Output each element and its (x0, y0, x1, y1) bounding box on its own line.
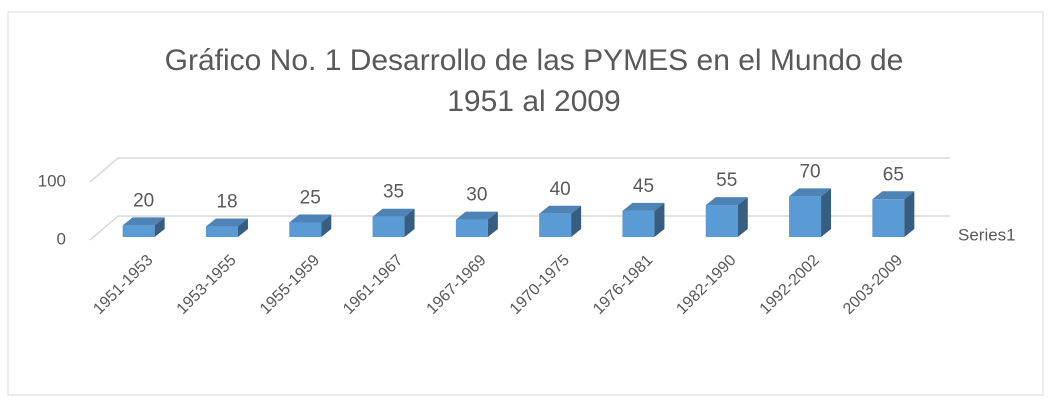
bar (705, 197, 748, 237)
bar-front (455, 219, 488, 237)
data-label: 70 (799, 161, 820, 182)
bar (539, 205, 582, 237)
bar-top (289, 214, 332, 223)
data-label: 35 (383, 182, 404, 203)
bar-top (455, 211, 498, 220)
bar-front (205, 226, 238, 237)
data-label: 40 (550, 179, 571, 200)
y-tick-label: 100 (38, 171, 66, 190)
legend-label: Series1 (958, 225, 1016, 244)
data-label: 30 (466, 185, 487, 206)
data-label: 25 (300, 188, 321, 209)
bar-top (539, 205, 582, 214)
data-label: 45 (633, 176, 654, 197)
bar-side (237, 218, 248, 237)
bar-side (321, 214, 332, 237)
bar (622, 202, 665, 237)
bar-side (154, 217, 165, 237)
bar-front (289, 222, 322, 237)
bar-front (539, 213, 572, 237)
grid-line (89, 157, 950, 183)
bar (789, 188, 832, 237)
y-tick-label: 0 (57, 229, 66, 248)
bar-front (372, 216, 405, 237)
bar-top (789, 188, 832, 197)
bar-top (372, 208, 415, 217)
bar-side (571, 205, 582, 237)
chart-title: Gráfico No. 1 Desarrollo de las PYMES en… (165, 44, 904, 77)
chart-title: 1951 al 2009 (447, 85, 621, 118)
bar-front (622, 210, 655, 237)
data-label: 55 (716, 170, 737, 191)
bar-front (872, 199, 905, 237)
bar-top (705, 197, 748, 206)
bar-top (872, 191, 915, 200)
data-label: 18 (216, 192, 237, 213)
bar (205, 218, 248, 237)
bar-side (737, 197, 748, 237)
bar (372, 208, 415, 237)
bar-side (904, 191, 915, 237)
bar-side (654, 202, 665, 237)
bar-top (622, 202, 665, 211)
bar (872, 191, 915, 237)
data-label: 65 (883, 164, 904, 185)
bar-top (122, 217, 165, 226)
bar (455, 211, 498, 237)
bar-front (789, 196, 822, 237)
bar-front (705, 205, 738, 237)
bar-front (122, 225, 155, 237)
bar-side (404, 208, 415, 237)
bar (122, 217, 165, 237)
bar (289, 214, 332, 237)
chart-border (7, 11, 1044, 396)
bar-side (821, 188, 832, 237)
bar-top (205, 218, 248, 227)
data-label: 20 (133, 190, 154, 211)
bar-side (487, 211, 498, 237)
grid-line (89, 215, 950, 241)
